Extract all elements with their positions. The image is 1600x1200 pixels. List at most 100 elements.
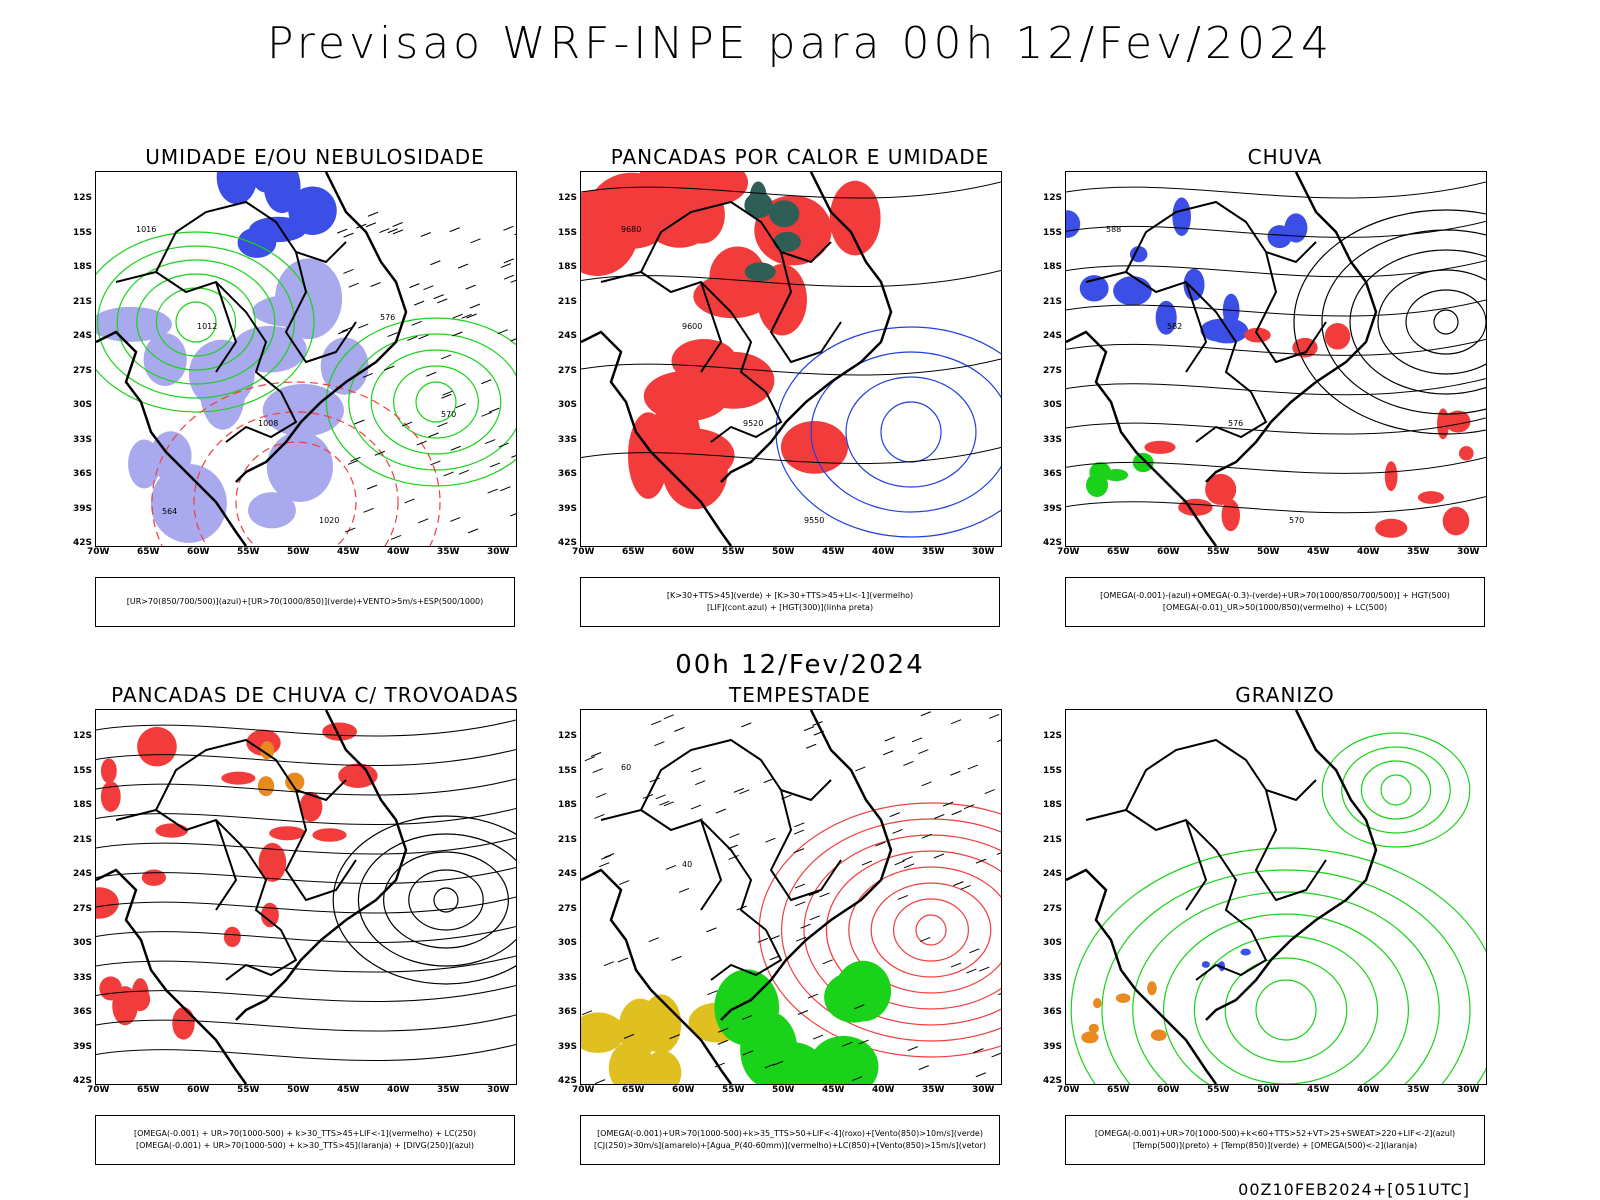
water-contour	[758, 802, 1001, 1058]
lc500-streamline	[1066, 299, 1486, 317]
rain-red-area	[1324, 322, 1351, 350]
rain-red-area	[1442, 506, 1470, 536]
wind-vector	[729, 833, 740, 839]
wind-vector	[918, 1065, 929, 1071]
instability-red-area	[709, 246, 766, 307]
temp850-contour	[1341, 746, 1451, 834]
wind-vector	[907, 1046, 919, 1052]
lc500-streamline	[1066, 181, 1486, 199]
contour-label: 1020	[319, 516, 339, 525]
longitude-label: 50W	[1257, 547, 1280, 557]
humidity-blue-area	[128, 439, 161, 489]
wind-vector	[903, 760, 914, 766]
wind-vector	[362, 372, 374, 378]
latitude-label: 24S	[1043, 869, 1063, 879]
longitude-label: 30W	[487, 1085, 510, 1095]
wind-vector	[663, 801, 675, 807]
legend-line: [Temp(500)](preto) + [Temp(850)](verde) …	[1132, 1141, 1418, 1150]
wind-vector	[803, 726, 815, 732]
jet-yellow-area	[581, 1012, 625, 1054]
wind-vector	[842, 1041, 853, 1047]
map-svg: 1016 1012 1008 1020 576 570 564	[96, 172, 516, 546]
longitude-label: 55W	[1207, 547, 1230, 557]
storm-red-area	[221, 771, 256, 785]
hail-blue-area	[1240, 948, 1251, 956]
water-contour	[915, 914, 947, 946]
wind-vector	[714, 1062, 725, 1068]
storm-red-area	[155, 823, 189, 838]
storm-red-area	[100, 781, 121, 812]
longitude-label: 60W	[672, 1085, 695, 1095]
latitude-label: 24S	[73, 869, 93, 879]
wind-vector	[921, 781, 932, 787]
wind-vector	[921, 833, 933, 839]
storm-red-area	[260, 902, 279, 928]
wind-vector	[797, 1010, 809, 1015]
latitude-label: 42S	[73, 1076, 93, 1086]
wind-vector	[793, 829, 805, 835]
contour-label: 60	[621, 763, 631, 772]
latitude-label: 42S	[1043, 1076, 1063, 1086]
wind-vector	[428, 432, 439, 438]
wind-vector	[796, 936, 807, 942]
wind-vector	[387, 332, 398, 337]
lif-contour	[810, 351, 1001, 513]
wind-vector	[503, 274, 515, 280]
panel-granizo: GRANIZO 12S 15S 18S 21S 24S 27S 30S 33S 36S 39S 42S…	[1043, 683, 1525, 1165]
wind-vector	[416, 440, 427, 446]
humidity-green-contour	[415, 381, 457, 423]
wind-vector	[618, 880, 630, 886]
wind-vector	[383, 365, 395, 371]
wind-vector	[344, 527, 356, 533]
legend-line: [CJ(250)>30m/s](amarelo)+[Agua_P(40-60mm…	[594, 1141, 986, 1150]
wind-vector	[514, 233, 516, 236]
storm-red-area	[96, 887, 119, 919]
legend-line: [UR>70(850/700/500)](azul)+[UR>70(1000/8…	[126, 597, 484, 606]
hail-blue-area	[1201, 961, 1210, 968]
instability-red-area	[780, 420, 848, 474]
water-contour	[870, 882, 992, 978]
wind-vector	[341, 326, 352, 332]
wind-vector	[466, 313, 477, 319]
latitude-label: 12S	[558, 731, 578, 741]
instability-red-area	[665, 431, 715, 504]
wind-vector	[481, 411, 492, 417]
panel-title: PANCADAS DE CHUVA C/ TROVOADAS	[111, 683, 519, 707]
rain-red-area	[1375, 518, 1408, 538]
latitude-label: 33S	[558, 972, 578, 983]
wind-vector	[510, 338, 516, 342]
wind-vector	[469, 303, 481, 309]
latitude-label: 27S	[73, 365, 93, 376]
coastline	[581, 710, 893, 1084]
latitude-label: 27S	[558, 365, 578, 376]
latitude-label: 18S	[73, 262, 93, 272]
latitude-label: 42S	[558, 1076, 578, 1086]
lc250-streamline	[96, 778, 516, 796]
longitude-label: 50W	[1257, 1085, 1280, 1095]
longitude-label: 55W	[237, 547, 260, 557]
coastline	[1066, 710, 1378, 1084]
contour-label: 582	[1167, 322, 1182, 331]
latitude-label: 21S	[1043, 296, 1063, 307]
wind-vector	[584, 756, 596, 762]
latitude-label: 15S	[1043, 227, 1063, 238]
wind-vector	[997, 739, 1001, 743]
contour-label: 570	[1289, 516, 1304, 525]
latitude-label: 24S	[1043, 331, 1063, 341]
lc500-streamline	[1066, 338, 1486, 356]
latitude-label: 18S	[558, 800, 578, 810]
humidity-blue-area	[232, 325, 307, 373]
wind-vector	[934, 814, 945, 819]
rain-red-area	[1205, 473, 1237, 505]
latitude-label: 12S	[1043, 193, 1063, 203]
wind-vector	[979, 966, 990, 972]
wind-vector	[805, 743, 817, 749]
wind-vector	[413, 300, 425, 306]
wind-vector	[911, 737, 923, 743]
panel-title: PANCADAS POR CALOR E UMIDADE	[610, 145, 990, 169]
latitude-label: 21S	[73, 296, 93, 307]
longitude-label: 60W	[187, 1085, 210, 1095]
wind-vector	[996, 852, 1001, 855]
wind-vector	[651, 720, 662, 726]
wind-vector	[793, 848, 805, 854]
